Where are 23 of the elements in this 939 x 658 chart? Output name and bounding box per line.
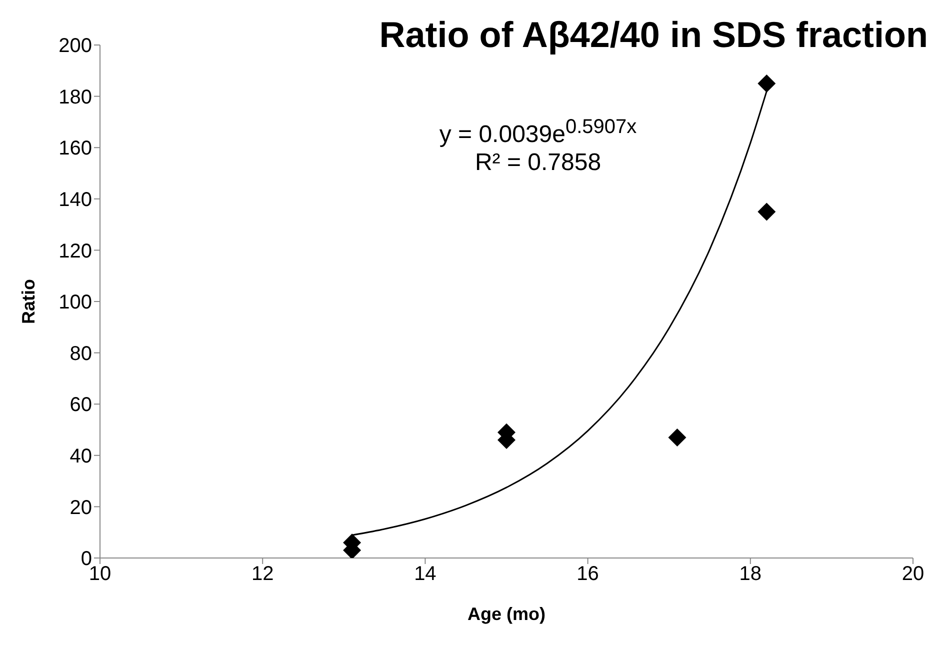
x-tick-label: 18 — [739, 563, 762, 586]
y-tick-label: 20 — [70, 496, 92, 519]
y-tick-label: 100 — [58, 292, 92, 314]
x-tick-label: 14 — [414, 563, 436, 586]
y-axis-title: Ratio — [18, 278, 38, 324]
x-tick-label: 16 — [576, 563, 599, 586]
annotation: R² = 0.7858 — [474, 149, 602, 177]
annotation: y = 0.0039e$^{0.5907x}$ — [438, 116, 638, 149]
x-axis-title: Age (mo) — [468, 604, 546, 624]
point — [668, 428, 686, 446]
y-tick-label: 180 — [58, 86, 92, 108]
point — [758, 202, 776, 221]
y-tick-label: 80 — [70, 342, 92, 365]
point — [758, 74, 776, 92]
y-tick-label: 160 — [58, 138, 92, 160]
x-tick-label: 12 — [251, 563, 274, 586]
y-tick-label: 40 — [70, 446, 92, 468]
y-tick-label: 60 — [70, 394, 92, 416]
x-tick-label: 20 — [902, 563, 924, 586]
y-tick-label: 200 — [58, 35, 92, 58]
y-tick-label: 140 — [58, 189, 92, 211]
y-tick-label: 120 — [58, 240, 92, 262]
chart-title: Ratio of Aβ42/40 in SDS fraction — [378, 14, 928, 56]
